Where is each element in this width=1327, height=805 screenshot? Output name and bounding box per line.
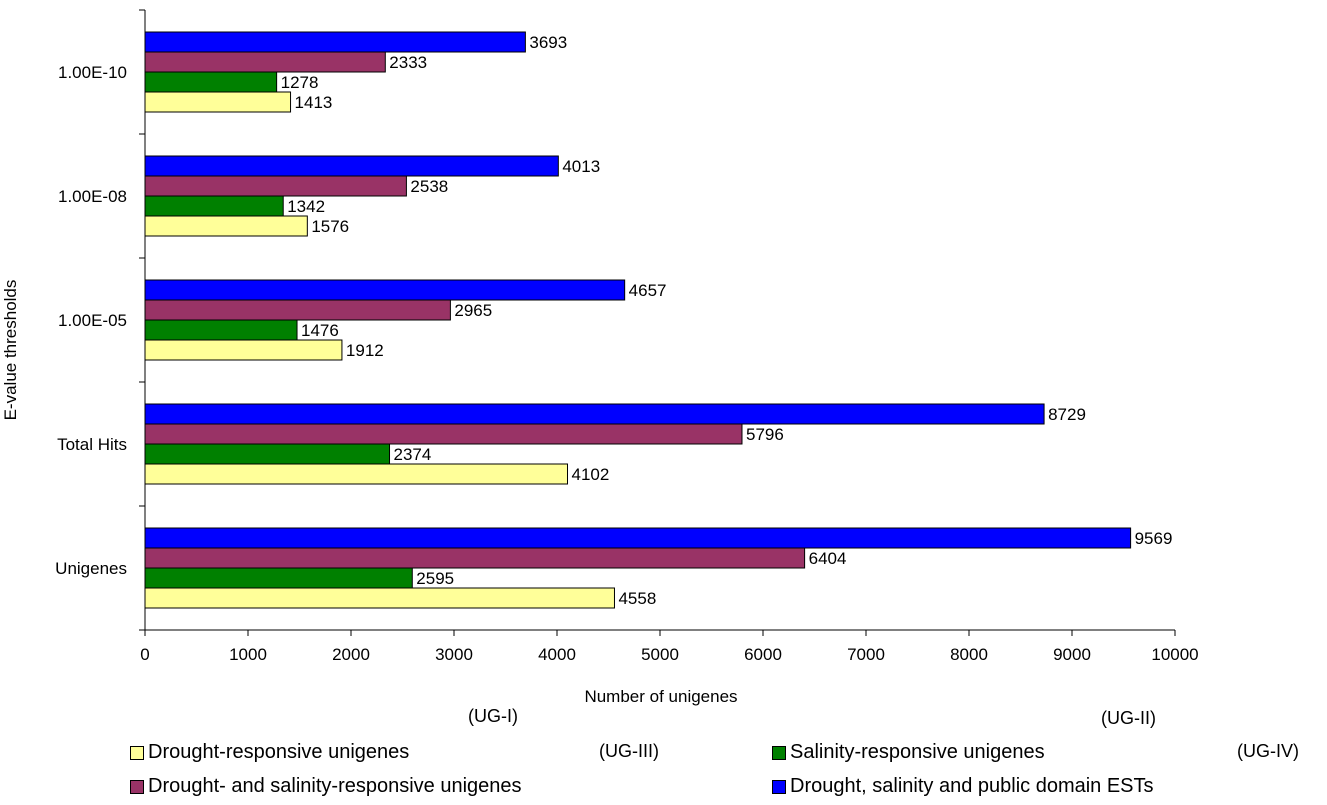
y-tick-label: Total Hits	[57, 435, 127, 454]
x-tick-label: 1000	[229, 645, 267, 664]
data-label: 4558	[618, 589, 656, 608]
bar	[144, 403, 1045, 425]
y-tick-label: 1.00E-10	[58, 63, 127, 82]
legend-label-drought-salinity: Drought- and salinity-responsive unigene…	[148, 775, 522, 797]
data-label: 4102	[572, 465, 610, 484]
legend-label-salinity: Salinity-responsive unigenes	[790, 741, 1045, 763]
y-tick-label: 1.00E-05	[58, 311, 127, 330]
data-label: 4657	[629, 281, 667, 300]
y-axis-title: E-value thresholds	[1, 280, 20, 421]
legend-item-salinity: Salinity-responsive unigenes	[772, 741, 1045, 764]
legend-swatch-drought	[130, 745, 144, 760]
y-tick-label: 1.00E-08	[58, 187, 127, 206]
bar	[144, 31, 526, 53]
x-axis-title: Number of unigenes	[584, 687, 737, 706]
legend-swatch-public-ests	[772, 779, 786, 794]
x-tick-label: 8000	[950, 645, 988, 664]
bar	[144, 91, 292, 113]
bar	[144, 71, 278, 93]
bar	[144, 51, 386, 73]
bar	[144, 567, 413, 589]
data-label: 2374	[394, 445, 432, 464]
x-tick-label: 0	[140, 645, 149, 664]
ug-i-note: (UG-I)	[468, 706, 518, 726]
bar	[144, 423, 743, 445]
data-label: 1413	[295, 93, 333, 112]
bar	[144, 175, 407, 197]
data-label: 1476	[301, 321, 339, 340]
x-tick-label: 10000	[1151, 645, 1198, 664]
data-label: 1342	[287, 197, 325, 216]
data-label: 1912	[346, 341, 384, 360]
data-label: 2595	[416, 569, 454, 588]
legend-item-drought-salinity: Drought- and salinity-responsive unigene…	[130, 775, 522, 798]
bar	[144, 463, 569, 485]
data-label: 2538	[410, 177, 448, 196]
legend-item-public-ests: Drought, salinity and public domain ESTs	[772, 775, 1154, 798]
data-label: 8729	[1048, 405, 1086, 424]
bar	[144, 339, 343, 361]
x-tick-label: 7000	[847, 645, 885, 664]
data-label: 1278	[281, 73, 319, 92]
bar	[144, 155, 559, 177]
legend-label-public-ests: Drought, salinity and public domain ESTs	[790, 775, 1154, 797]
x-tick-label: 5000	[641, 645, 679, 664]
bar	[144, 587, 615, 609]
data-label: 9569	[1135, 529, 1173, 548]
legend-item-drought: Drought-responsive unigenes	[130, 741, 409, 764]
bar	[144, 547, 806, 569]
bar	[144, 195, 284, 217]
legend-swatch-salinity	[772, 745, 786, 760]
x-tick-label: 3000	[435, 645, 473, 664]
y-tick-label: Unigenes	[55, 559, 127, 578]
bar	[144, 215, 308, 237]
data-label: 3693	[529, 33, 567, 52]
x-tick-label: 4000	[538, 645, 576, 664]
bar	[144, 299, 451, 321]
ug-iii-note: (UG-III)	[599, 741, 659, 761]
bar	[144, 443, 391, 465]
ug-iv-note: (UG-IV)	[1237, 741, 1299, 761]
legend-swatch-drought-salinity	[130, 779, 144, 794]
x-tick-label: 2000	[332, 645, 370, 664]
data-label: 4013	[562, 157, 600, 176]
bar	[144, 319, 298, 341]
x-tick-label: 6000	[744, 645, 782, 664]
data-label: 1576	[311, 217, 349, 236]
bar	[144, 527, 1132, 549]
data-label: 2333	[389, 53, 427, 72]
x-tick-label: 9000	[1053, 645, 1091, 664]
data-label: 5796	[746, 425, 784, 444]
bar	[144, 279, 626, 301]
ug-ii-note: (UG-II)	[1101, 708, 1156, 728]
data-label: 2965	[454, 301, 492, 320]
legend-label-drought: Drought-responsive unigenes	[148, 741, 410, 763]
data-label: 6404	[809, 549, 847, 568]
